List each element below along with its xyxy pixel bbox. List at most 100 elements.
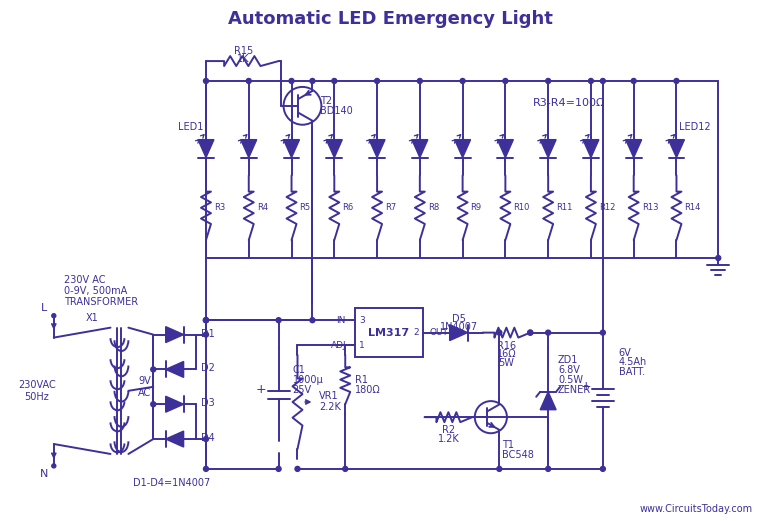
Circle shape <box>503 79 508 83</box>
Text: www.CircuitsToday.com: www.CircuitsToday.com <box>640 504 753 514</box>
Circle shape <box>342 466 348 472</box>
Polygon shape <box>284 140 300 157</box>
Text: D1-D4=1N4007: D1-D4=1N4007 <box>133 478 210 488</box>
Circle shape <box>276 318 281 322</box>
Text: OUT: OUT <box>429 328 448 337</box>
Circle shape <box>528 330 533 335</box>
Text: R5: R5 <box>300 203 310 212</box>
Circle shape <box>674 79 679 83</box>
Text: R6: R6 <box>342 203 353 212</box>
Polygon shape <box>241 140 257 157</box>
Polygon shape <box>165 362 183 377</box>
Circle shape <box>204 466 208 472</box>
Circle shape <box>310 79 315 83</box>
Circle shape <box>276 466 281 472</box>
Polygon shape <box>198 140 214 157</box>
Circle shape <box>631 79 636 83</box>
Text: 3: 3 <box>360 316 365 325</box>
Circle shape <box>204 318 208 322</box>
Text: 25V: 25V <box>292 385 312 395</box>
Polygon shape <box>369 140 385 157</box>
Circle shape <box>332 79 337 83</box>
Text: LED1: LED1 <box>178 122 203 132</box>
Circle shape <box>374 79 380 83</box>
Bar <box>355 308 423 357</box>
Circle shape <box>151 367 156 372</box>
Polygon shape <box>412 140 427 157</box>
Text: AC: AC <box>138 388 151 398</box>
Text: ZD1: ZD1 <box>558 355 579 365</box>
Text: LED12: LED12 <box>679 122 711 132</box>
Circle shape <box>204 79 208 83</box>
Text: 50Hz: 50Hz <box>24 392 49 402</box>
Circle shape <box>546 466 551 472</box>
Text: 1N4007: 1N4007 <box>440 321 477 332</box>
Text: +: + <box>580 380 591 393</box>
Text: D1: D1 <box>201 329 215 339</box>
Text: +: + <box>255 383 266 396</box>
Text: N: N <box>40 469 48 479</box>
Polygon shape <box>165 396 183 412</box>
Circle shape <box>51 314 56 318</box>
Text: R1: R1 <box>355 375 368 384</box>
Circle shape <box>497 330 502 335</box>
Polygon shape <box>541 392 556 410</box>
Polygon shape <box>541 140 556 157</box>
Circle shape <box>204 437 208 441</box>
Circle shape <box>601 466 605 472</box>
Text: Automatic LED Emergency Light: Automatic LED Emergency Light <box>228 10 552 28</box>
Text: 2.2K: 2.2K <box>319 402 342 412</box>
Circle shape <box>546 79 551 83</box>
Circle shape <box>295 466 300 472</box>
Text: ADJ: ADJ <box>331 341 346 350</box>
Polygon shape <box>165 431 183 447</box>
Text: R4: R4 <box>257 203 268 212</box>
Text: 9V: 9V <box>138 376 151 386</box>
Text: R2: R2 <box>441 425 455 435</box>
Text: TRANSFORMER: TRANSFORMER <box>64 297 138 307</box>
Text: 180Ω: 180Ω <box>355 384 381 394</box>
Text: 1000µ: 1000µ <box>292 375 323 385</box>
Text: 16Ω: 16Ω <box>497 350 516 359</box>
Circle shape <box>204 332 208 337</box>
Text: R9: R9 <box>470 203 482 212</box>
Text: BD140: BD140 <box>321 106 353 116</box>
Text: 6V: 6V <box>619 348 632 357</box>
Text: 230V AC: 230V AC <box>64 275 105 285</box>
Circle shape <box>246 79 251 83</box>
Text: BC548: BC548 <box>502 450 534 460</box>
Polygon shape <box>165 327 183 343</box>
Circle shape <box>151 402 156 407</box>
Circle shape <box>601 79 605 83</box>
Polygon shape <box>668 140 684 157</box>
Polygon shape <box>450 325 467 341</box>
Text: 1.2K: 1.2K <box>438 434 459 444</box>
Text: 1: 1 <box>360 341 365 350</box>
Circle shape <box>204 318 208 322</box>
Text: 5W: 5W <box>498 358 514 368</box>
Text: 2: 2 <box>413 328 419 337</box>
Text: C1: C1 <box>292 365 306 375</box>
Text: D5: D5 <box>452 314 466 324</box>
Text: R8: R8 <box>427 203 439 212</box>
Circle shape <box>588 79 594 83</box>
Circle shape <box>460 79 465 83</box>
Text: 0.5W: 0.5W <box>558 375 583 386</box>
Text: T2: T2 <box>321 96 332 106</box>
Text: D3: D3 <box>201 398 215 408</box>
Circle shape <box>417 79 422 83</box>
Text: 6.8V: 6.8V <box>558 365 580 376</box>
Text: R14: R14 <box>684 203 700 212</box>
Circle shape <box>310 318 315 322</box>
Circle shape <box>601 330 605 335</box>
Polygon shape <box>455 140 470 157</box>
Circle shape <box>289 79 294 83</box>
Text: VR1: VR1 <box>319 391 339 401</box>
Text: R3: R3 <box>214 203 225 212</box>
Text: R13: R13 <box>642 203 658 212</box>
Text: R12: R12 <box>599 203 615 212</box>
Text: T1: T1 <box>502 440 514 450</box>
Text: ZENER: ZENER <box>558 386 591 395</box>
Polygon shape <box>326 140 342 157</box>
Text: R3-R4=100Ω: R3-R4=100Ω <box>533 98 605 108</box>
